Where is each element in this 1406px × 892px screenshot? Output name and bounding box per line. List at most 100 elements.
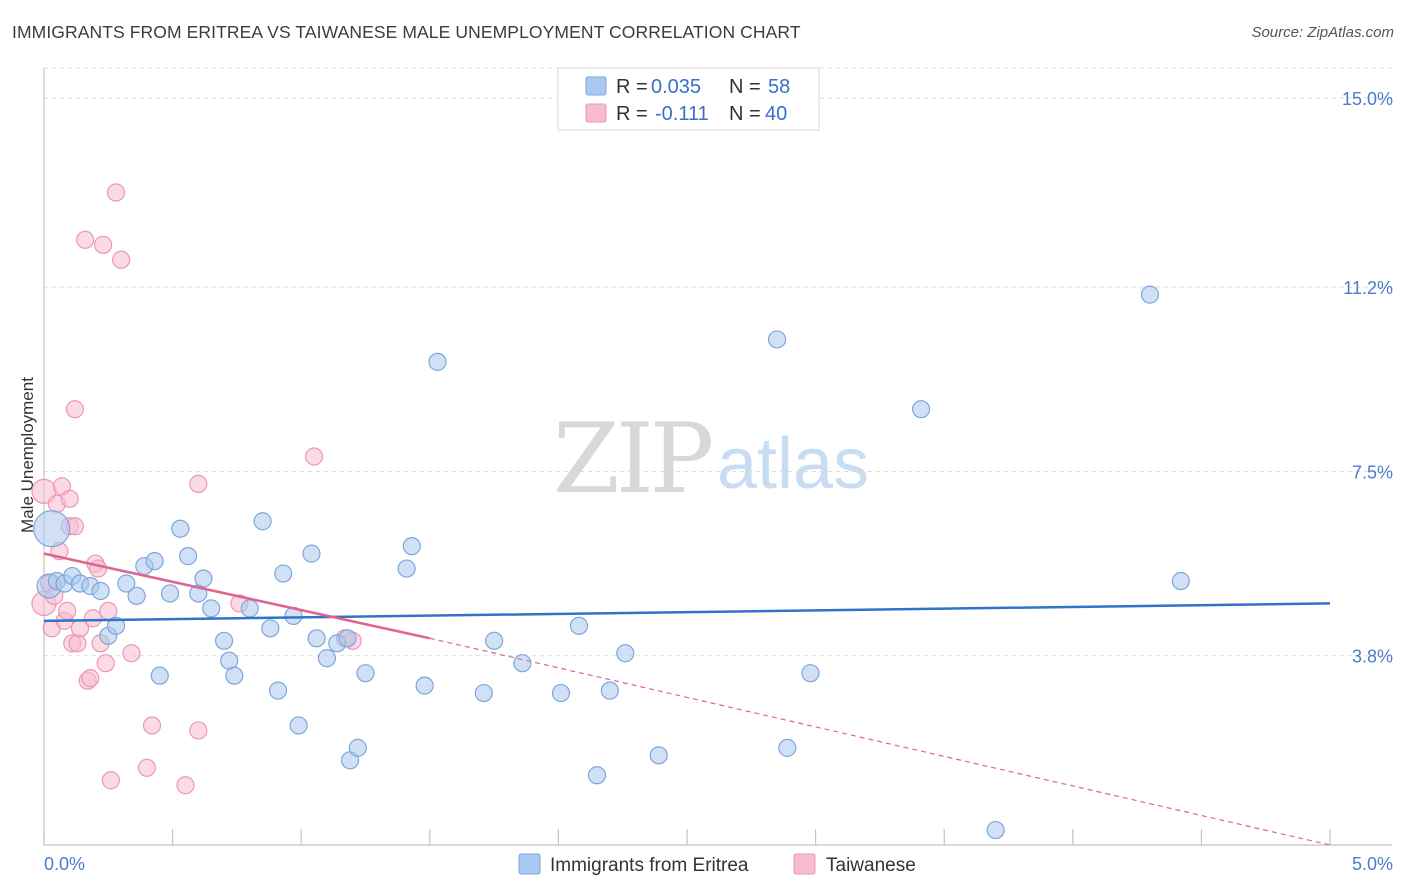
- data-point-taiwanese: [60, 489, 79, 508]
- grid: [44, 67, 1392, 657]
- data-point-taiwanese: [112, 250, 131, 269]
- trend-line-taiwanese: [43, 552, 431, 640]
- bottom-legend-swatch-eritrea: [518, 853, 541, 875]
- data-point-eritrea: [569, 616, 589, 635]
- data-point-taiwanese: [94, 235, 113, 254]
- data-point-eritrea: [485, 631, 504, 650]
- data-point-eritrea: [171, 519, 190, 538]
- chart-title: IMMIGRANTS FROM ERITREA VS TAIWANESE MAL…: [12, 22, 801, 42]
- y-axis-tick-labels: 3.8% 7.5% 11.2% 15.0%: [1342, 89, 1393, 667]
- y-tick-label: 15.0%: [1342, 89, 1393, 109]
- source-label: Source: ZipAtlas.com: [1251, 24, 1394, 41]
- y-tick-label: 11.2%: [1343, 278, 1393, 298]
- y-axis-label: Male Unemployment: [18, 377, 37, 533]
- bottom-legend-label-taiwanese: Taiwanese: [826, 855, 916, 876]
- data-point-eritrea: [150, 666, 169, 685]
- data-point-eritrea: [397, 559, 416, 578]
- data-point-taiwanese: [106, 183, 126, 202]
- data-point-eritrea: [600, 681, 619, 700]
- data-point-eritrea: [268, 681, 288, 700]
- data-point-eritrea: [348, 738, 367, 757]
- data-point-eritrea: [649, 746, 668, 765]
- stats-legend: R = 0.035 N = 58 R = -0.111 N = 40: [557, 67, 820, 131]
- data-point-eritrea: [33, 510, 71, 548]
- data-point-eritrea: [302, 544, 321, 563]
- data-point-eritrea: [274, 564, 293, 583]
- data-point-eritrea: [194, 569, 213, 588]
- legend-r-value-taiwanese: -0.111: [655, 103, 709, 125]
- legend-r-value-eritrea: 0.035: [651, 76, 701, 98]
- trend-lines: [43, 552, 1331, 846]
- data-point-taiwanese: [142, 716, 162, 735]
- trend-line-taiwanese-extrapolated: [429, 637, 1331, 846]
- data-point-eritrea: [91, 581, 110, 601]
- legend-n-label-eritrea: N =: [729, 76, 761, 98]
- data-point-taiwanese: [304, 447, 324, 466]
- watermark: ZIP atlas: [553, 403, 869, 515]
- data-point-taiwanese: [96, 654, 115, 673]
- data-point-taiwanese: [137, 758, 156, 777]
- legend-swatch-taiwanese: [585, 103, 607, 123]
- legend-n-value-taiwanese: 40: [765, 103, 787, 125]
- data-point-eritrea: [202, 599, 221, 618]
- watermark-zip: ZIP: [553, 403, 712, 515]
- data-point-eritrea: [289, 716, 308, 735]
- data-point-eritrea: [911, 400, 931, 419]
- data-point-eritrea: [338, 629, 357, 648]
- y-tick-label: 7.5%: [1352, 462, 1393, 482]
- data-point-taiwanese: [101, 771, 120, 790]
- series-eritrea-points: [33, 285, 1190, 840]
- data-point-taiwanese: [76, 230, 95, 249]
- trend-line-eritrea: [43, 602, 1331, 623]
- data-point-eritrea: [127, 586, 146, 606]
- data-point-taiwanese: [83, 609, 102, 628]
- data-point-taiwanese: [99, 601, 118, 621]
- legend-n-value-eritrea: 58: [768, 76, 790, 98]
- data-point-eritrea: [160, 584, 180, 603]
- data-point-taiwanese: [122, 644, 141, 663]
- data-point-taiwanese: [189, 474, 208, 493]
- bottom-legend-swatch-taiwanese: [793, 853, 816, 875]
- x-axis-ticks: [43, 829, 1331, 845]
- data-point-eritrea: [474, 683, 493, 703]
- data-point-eritrea: [356, 664, 375, 683]
- watermark-atlas: atlas: [717, 424, 869, 504]
- bottom-legend-label-eritrea: Immigrants from Eritrea: [550, 855, 749, 876]
- data-point-taiwanese: [189, 721, 208, 740]
- data-point-eritrea: [767, 330, 787, 349]
- data-point-taiwanese: [81, 669, 100, 688]
- data-point-eritrea: [240, 599, 259, 618]
- data-point-eritrea: [513, 654, 532, 673]
- data-point-eritrea: [428, 352, 447, 371]
- data-point-eritrea: [253, 512, 272, 531]
- legend-n-label-taiwanese: N =: [729, 103, 761, 125]
- data-point-eritrea: [178, 547, 198, 566]
- data-point-eritrea: [1140, 285, 1160, 304]
- data-point-eritrea: [317, 649, 337, 668]
- data-point-eritrea: [986, 820, 1005, 840]
- data-point-eritrea: [587, 766, 607, 785]
- data-point-eritrea: [117, 574, 136, 593]
- data-point-eritrea: [551, 683, 571, 703]
- legend-swatch-eritrea: [585, 76, 607, 96]
- data-point-taiwanese: [68, 634, 87, 653]
- data-point-eritrea: [1171, 571, 1190, 591]
- data-point-taiwanese: [65, 400, 84, 419]
- data-point-eritrea: [415, 676, 434, 695]
- x-tick-label-max: 5.0%: [1352, 854, 1393, 874]
- data-point-eritrea: [225, 666, 244, 685]
- data-point-eritrea: [616, 644, 635, 663]
- legend-r-label-taiwanese: R =: [616, 103, 648, 125]
- data-point-eritrea: [106, 616, 126, 635]
- data-point-eritrea: [307, 629, 326, 648]
- data-point-taiwanese: [88, 559, 108, 578]
- data-point-eritrea: [145, 551, 164, 571]
- y-tick-label: 3.8%: [1352, 647, 1393, 667]
- data-point-taiwanese: [58, 601, 77, 621]
- series-taiwanese-points: [31, 183, 362, 795]
- data-point-eritrea: [261, 619, 280, 638]
- legend-r-label-eritrea: R =: [616, 76, 648, 98]
- data-point-eritrea: [778, 738, 797, 757]
- x-tick-label-min: 0.0%: [44, 854, 85, 874]
